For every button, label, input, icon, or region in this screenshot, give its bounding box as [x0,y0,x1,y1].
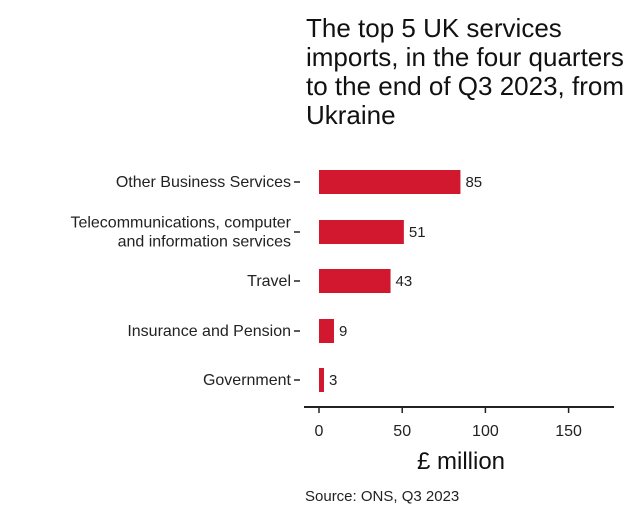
data-label: 9 [339,323,347,340]
data-label: 43 [396,273,413,290]
category-label: and information services [118,234,291,251]
category-label: Government [203,372,292,389]
bar [319,220,404,244]
chart-title: The top 5 UK services imports, in the fo… [306,13,624,130]
data-label: 3 [329,372,337,389]
category-label: Telecommunications, computer [70,215,291,232]
bar [319,319,334,343]
category-label: Insurance and Pension [127,323,291,340]
x-tick-label: 100 [472,423,499,440]
x-tick-label: 0 [315,423,324,440]
bar [319,269,391,293]
category-label: Other Business Services [116,174,291,191]
data-label: 85 [465,174,482,191]
source-note: Source: ONS, Q3 2023 [305,488,460,505]
data-label: 51 [409,224,426,241]
bar [319,368,324,392]
category-label: Travel [247,273,291,290]
bar [319,170,461,194]
x-tick-label: 150 [555,423,582,440]
x-axis-title: £ million [416,448,506,475]
x-tick-label: 50 [393,423,411,440]
